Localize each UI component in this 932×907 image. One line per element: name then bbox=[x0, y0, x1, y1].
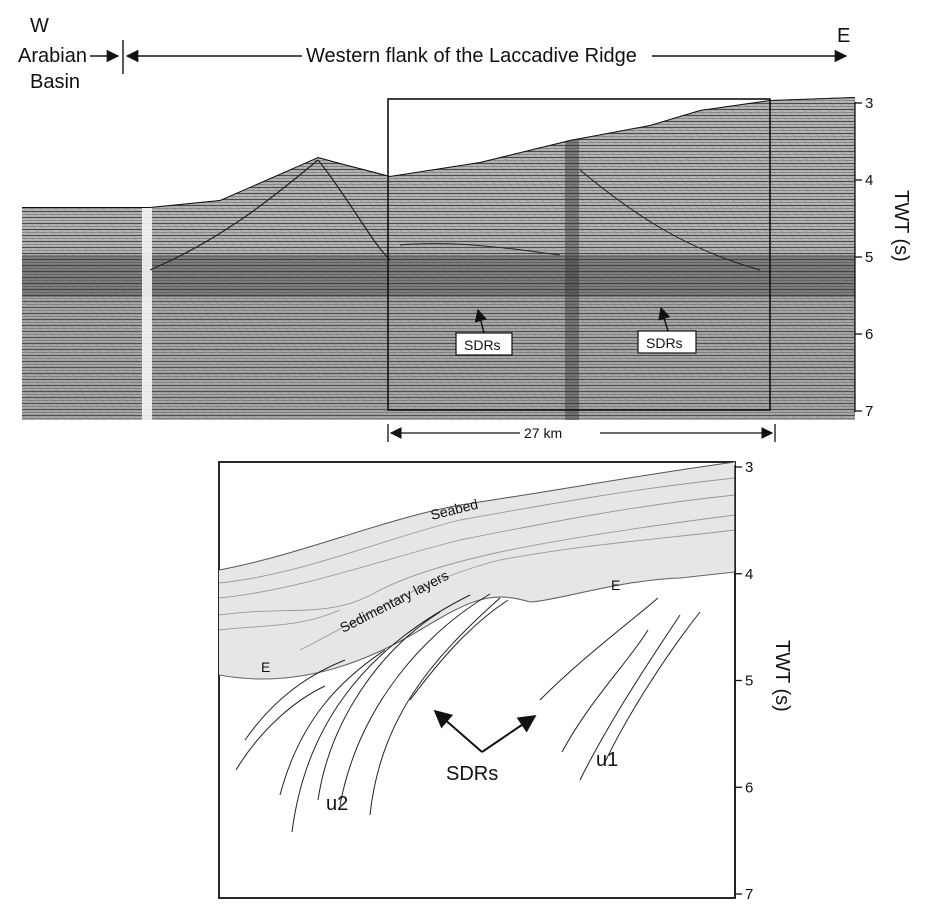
interpretation-panel: Seabed Sedimentary layers E E SDRs u1 u2 bbox=[218, 461, 736, 899]
unit2-label: u2 bbox=[326, 793, 348, 815]
sdr-box-left bbox=[455, 332, 513, 356]
twt-axis-bottom: 3 4 5 6 7 TWT (s) bbox=[734, 459, 793, 903]
sdr-label-left: SDRs bbox=[464, 337, 501, 353]
seabed-line bbox=[218, 461, 736, 571]
sediment-layer-2 bbox=[218, 494, 736, 599]
twt-bottom-tick-label-6: 6 bbox=[745, 779, 753, 796]
east-letter: E bbox=[837, 25, 850, 47]
e-label-left: E bbox=[261, 659, 270, 675]
twt-bottom-tick-label-7: 7 bbox=[745, 886, 753, 902]
sdr-box-right bbox=[637, 330, 697, 354]
sdrs-arrow-left bbox=[433, 709, 483, 753]
twt-top-tick-label-5: 5 bbox=[865, 249, 873, 266]
sdr-arrow-right bbox=[658, 306, 671, 332]
sdr-line-u2-8 bbox=[409, 599, 509, 701]
sdr-line-u1-3 bbox=[579, 614, 681, 781]
twt-axis-label-bottom: TWT (s) bbox=[771, 640, 793, 712]
sediment-layer-1 bbox=[218, 477, 736, 584]
sediment-layer-3 bbox=[218, 514, 736, 616]
sdr-line-u1-1 bbox=[539, 597, 659, 701]
twt-axis-top: 3 4 5 6 7 TWT (s) bbox=[854, 95, 912, 420]
sdr-line-u1-4 bbox=[604, 611, 701, 763]
sdr-line-u1-2 bbox=[561, 629, 649, 753]
twt-bottom-tick-label-4: 4 bbox=[745, 566, 753, 583]
twt-top-tick-label-3: 3 bbox=[865, 95, 873, 112]
twt-axis-label-top: TWT (s) bbox=[890, 190, 912, 262]
sediment-layer-4 bbox=[299, 529, 736, 651]
sdr-line-u2-4 bbox=[317, 611, 441, 801]
sdrs-arrow-right bbox=[481, 714, 537, 753]
sdrs-label: SDRs bbox=[446, 763, 498, 785]
scale-label: 27 km bbox=[524, 425, 562, 441]
seismic-section bbox=[22, 97, 855, 420]
sdr-line-u2-7 bbox=[369, 597, 501, 816]
sdr-line-u2-6 bbox=[339, 593, 491, 806]
sdr-arrow-left bbox=[474, 308, 487, 334]
twt-top-tick-label-4: 4 bbox=[865, 172, 873, 189]
flank-label: Western flank of the Laccadive Ridge bbox=[306, 45, 637, 67]
basement-e-line bbox=[218, 571, 736, 680]
twt-bottom-tick-label-5: 5 bbox=[745, 673, 753, 690]
sediment-layer-5 bbox=[218, 609, 341, 631]
twt-top-tick-label-6: 6 bbox=[865, 326, 873, 343]
sdr-line-u2-2 bbox=[279, 649, 386, 796]
e-label-right: E bbox=[611, 577, 620, 593]
seismic-inset-box bbox=[387, 98, 771, 411]
unit1-label: u1 bbox=[596, 749, 618, 771]
west-letter: W bbox=[30, 15, 49, 37]
sdr-line-u2-3 bbox=[244, 659, 346, 741]
twt-top-tick-label-7: 7 bbox=[865, 403, 873, 420]
basin-label-line1: Arabian bbox=[18, 45, 87, 67]
basin-label-line2: Basin bbox=[30, 71, 80, 93]
sdr-line-u2-5 bbox=[291, 594, 471, 833]
sdr-label-right: SDRs bbox=[646, 335, 683, 351]
sdr-line-u2-1 bbox=[235, 685, 326, 771]
twt-bottom-tick-label-3: 3 bbox=[745, 459, 753, 476]
